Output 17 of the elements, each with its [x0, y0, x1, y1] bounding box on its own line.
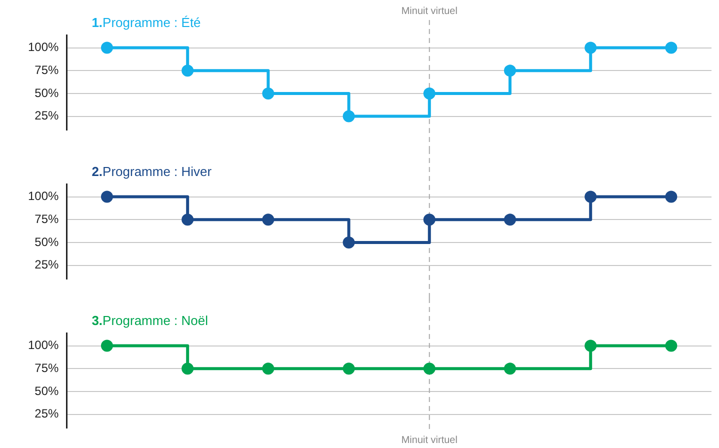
- y-tick-label: 75%: [34, 62, 60, 77]
- chart-title: 1.Programme : Été: [92, 15, 201, 30]
- chart-title: 3.Programme : Noël: [92, 313, 208, 328]
- y-tick-label: 25%: [34, 258, 60, 272]
- chart-title: 2.Programme : Hiver: [92, 164, 212, 179]
- y-tick-label: 75%: [34, 360, 60, 375]
- y-tick-label: 100%: [28, 40, 60, 54]
- y-tick-label: 50%: [34, 234, 60, 249]
- text: Minuit virtuel: [401, 434, 458, 446]
- y-tick-label: 50%: [34, 86, 60, 100]
- text: Minuit virtuel: [401, 6, 458, 17]
- y-tick-label: 75%: [34, 212, 60, 226]
- y-tick-label: 25%: [34, 108, 60, 123]
- y-tick-label: 50%: [34, 384, 60, 398]
- y-tick-label: 25%: [34, 406, 60, 421]
- y-tick-label: 100%: [28, 338, 60, 352]
- y-tick-label: 100%: [28, 189, 60, 204]
